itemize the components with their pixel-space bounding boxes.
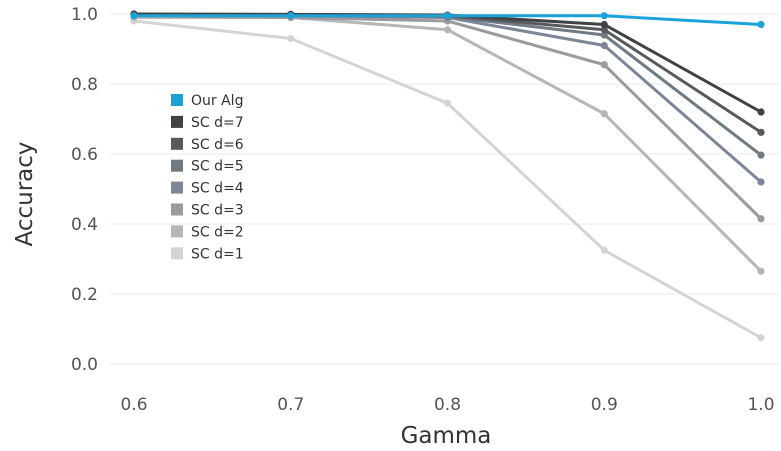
data-point xyxy=(757,108,765,116)
legend-label: SC d=1 xyxy=(191,246,244,262)
y-tick-label: 1.0 xyxy=(71,5,98,25)
x-tick-label: 0.6 xyxy=(120,395,147,415)
y-tick-label: 0.4 xyxy=(71,215,98,235)
data-point xyxy=(600,246,608,254)
legend: Our Alg SC d=7 SC d=6 SC d=5 SC d=4 SC d=3 SC … xyxy=(171,93,244,262)
series-line xyxy=(132,13,763,157)
x-tick-label: 0.8 xyxy=(434,395,461,415)
data-point xyxy=(757,151,765,159)
data-point xyxy=(757,267,765,275)
x-axis-ticks: 0.6 0.7 0.8 0.9 1.0 xyxy=(120,395,774,415)
data-point xyxy=(443,99,452,107)
legend-label: Our Alg xyxy=(191,93,243,109)
legend-item: SC d=1 xyxy=(171,246,244,262)
data-point xyxy=(600,12,608,20)
data-point xyxy=(443,12,452,20)
legend-item: Our Alg xyxy=(171,93,243,109)
legend-swatch xyxy=(171,137,183,150)
data-point xyxy=(757,178,765,186)
data-point xyxy=(600,31,608,39)
legend-swatch xyxy=(171,247,183,260)
y-tick-label: 0.2 xyxy=(71,285,98,305)
series-our-alg xyxy=(130,12,765,29)
x-tick-label: 0.7 xyxy=(277,395,304,415)
data-point xyxy=(600,20,608,29)
legend-label: SC d=3 xyxy=(191,203,244,219)
legend-label: SC d=7 xyxy=(191,115,244,131)
y-tick-label: 0.8 xyxy=(71,75,98,95)
legend-swatch xyxy=(171,159,183,172)
data-point xyxy=(600,26,608,34)
legend-label: SC d=5 xyxy=(191,159,244,175)
legend-swatch xyxy=(171,115,183,128)
data-point xyxy=(757,128,765,136)
x-tick-label: 0.9 xyxy=(591,395,618,415)
data-point xyxy=(287,12,295,20)
data-point xyxy=(600,61,608,69)
legend-label: SC d=6 xyxy=(191,137,244,153)
series-sc-d-1 xyxy=(130,17,765,342)
data-point xyxy=(757,334,765,342)
y-axis-title: Accuracy xyxy=(12,141,38,246)
x-axis-title: Gamma xyxy=(401,423,492,449)
y-tick-label: 0.0 xyxy=(71,355,98,375)
data-point xyxy=(600,41,608,50)
x-tick-label: 1.0 xyxy=(747,395,774,415)
legend-item: SC d=3 xyxy=(171,203,244,219)
legend-swatch xyxy=(171,225,183,238)
legend-item: SC d=4 xyxy=(171,181,244,197)
legend-swatch xyxy=(171,94,183,106)
data-point xyxy=(443,26,452,34)
data-point xyxy=(757,20,765,29)
legend-swatch xyxy=(171,203,183,216)
y-tick-label: 0.6 xyxy=(71,145,98,165)
legend-item: SC d=6 xyxy=(171,137,244,153)
legend-item: SC d=5 xyxy=(171,159,244,175)
data-point xyxy=(287,34,295,43)
legend-label: SC d=2 xyxy=(191,224,244,240)
data-point xyxy=(757,215,765,223)
data-point xyxy=(130,12,138,20)
legend-label: SC d=4 xyxy=(191,181,244,197)
data-point xyxy=(600,110,608,118)
series-line xyxy=(132,19,763,340)
legend-item: SC d=7 xyxy=(171,115,244,131)
legend-item: SC d=2 xyxy=(171,224,244,240)
legend-swatch xyxy=(171,181,183,194)
y-axis-ticks: 0.0 0.2 0.4 0.6 0.8 1.0 xyxy=(71,5,98,375)
series-lines xyxy=(130,10,765,342)
